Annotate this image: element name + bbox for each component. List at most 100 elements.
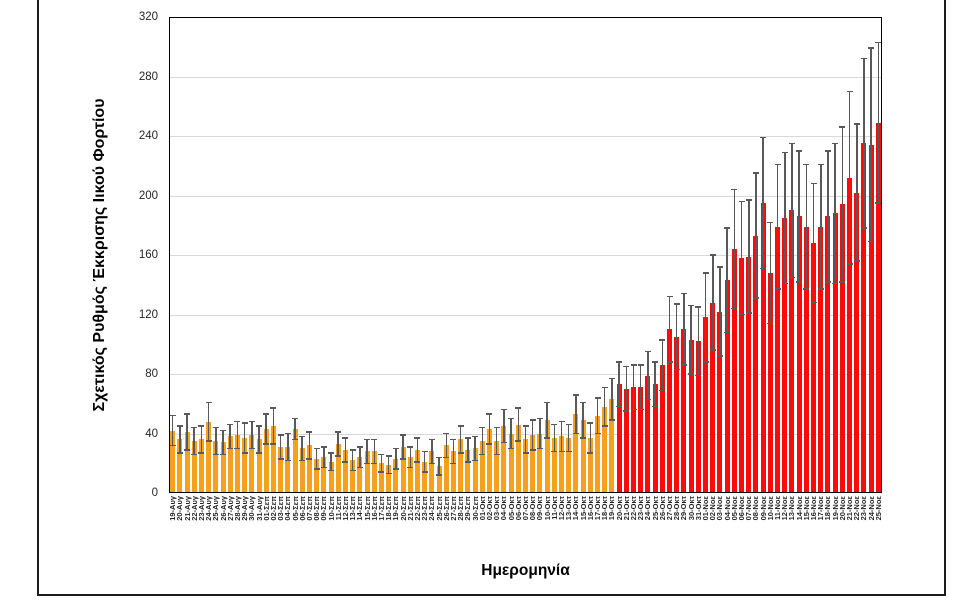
bar	[847, 177, 853, 493]
error-bar-cap	[508, 417, 515, 420]
error-bar-cap	[853, 260, 860, 262]
error-bar-cap	[702, 272, 709, 274]
bar	[753, 235, 759, 493]
bar	[789, 210, 795, 493]
bar	[206, 421, 212, 493]
error-bar-line	[856, 124, 858, 261]
error-bar-cap	[860, 227, 867, 229]
error-bar-line	[755, 173, 757, 299]
error-bar-line	[215, 427, 217, 455]
error-bar-cap	[587, 422, 594, 424]
error-bar-cap	[436, 456, 443, 459]
error-bar-cap	[608, 377, 615, 380]
bar	[710, 302, 716, 493]
error-bar-line	[683, 293, 685, 366]
bar	[609, 399, 615, 493]
error-bar-cap	[673, 368, 680, 371]
y-tick-label: 120	[138, 308, 158, 321]
bar	[638, 387, 644, 493]
error-bar-cap	[450, 438, 457, 441]
bar	[328, 461, 334, 493]
bar	[314, 458, 320, 493]
error-bar-cap	[796, 281, 803, 283]
error-bar-cap	[349, 449, 356, 451]
error-bar-cap	[500, 441, 507, 444]
bar	[602, 406, 608, 493]
bar	[177, 439, 183, 493]
error-bar-cap	[767, 322, 774, 325]
bar	[306, 445, 312, 493]
error-bar-cap	[745, 199, 752, 201]
bar	[292, 429, 298, 493]
error-bar-cap	[637, 364, 644, 366]
error-bar-cap	[263, 443, 270, 445]
error-bar-cap	[450, 462, 457, 464]
error-bar-line	[769, 222, 772, 324]
error-bar-cap	[536, 447, 543, 450]
bar	[191, 440, 197, 493]
error-bar-cap	[349, 469, 356, 472]
error-bar-cap	[860, 57, 867, 60]
error-bar-line	[330, 452, 332, 471]
error-bar-cap	[184, 449, 190, 451]
gridline	[169, 76, 882, 78]
error-bar-line	[625, 366, 628, 412]
error-bar-line	[748, 199, 750, 313]
gridline	[169, 136, 882, 137]
y-tick-label: 0	[151, 487, 158, 499]
bar	[559, 436, 564, 493]
error-bar-cap	[594, 397, 601, 399]
error-bar-cap	[608, 419, 615, 421]
bar	[760, 202, 766, 493]
error-bar-cap	[436, 474, 443, 476]
bar	[170, 430, 176, 493]
bar	[458, 439, 464, 493]
error-bar-line	[258, 426, 260, 453]
error-bar-line	[603, 387, 606, 427]
error-bar-cap	[709, 254, 716, 256]
bar	[523, 439, 528, 493]
bar	[839, 204, 845, 493]
error-bar-line	[639, 365, 642, 410]
error-bar-line	[560, 421, 563, 452]
error-bar-line	[279, 434, 282, 459]
bar	[782, 217, 788, 493]
error-bar-cap	[378, 471, 385, 473]
error-bar-cap	[558, 450, 565, 453]
bar	[530, 435, 536, 493]
bar	[407, 457, 413, 493]
error-bar-cap	[731, 307, 738, 310]
error-bar-line	[863, 58, 865, 229]
bar	[242, 437, 248, 493]
error-bar-line	[251, 421, 253, 449]
bar	[515, 424, 521, 493]
error-bar-line	[834, 143, 836, 284]
error-bar-cap	[234, 447, 241, 450]
bar	[652, 384, 658, 493]
error-bar-cap	[169, 444, 176, 447]
error-bar-line	[762, 137, 764, 269]
error-bar-line	[632, 365, 635, 410]
error-bar-cap	[774, 288, 781, 290]
error-bar-cap	[724, 227, 731, 229]
bar	[220, 442, 226, 493]
error-bar-cap	[529, 449, 536, 451]
error-bar-cap	[198, 425, 205, 427]
error-bar-cap	[191, 453, 198, 456]
error-bar-cap	[306, 431, 313, 433]
error-bar-cap	[839, 126, 846, 128]
bar	[393, 458, 399, 493]
error-bar-cap	[392, 447, 399, 450]
bar	[868, 144, 874, 493]
bar	[566, 437, 572, 493]
error-bar-cap	[472, 459, 479, 462]
bar	[335, 443, 341, 493]
error-bar-cap	[335, 455, 342, 457]
error-bar-cap	[853, 123, 860, 125]
error-bar-cap	[220, 429, 226, 432]
error-bar-cap	[472, 435, 479, 438]
bar	[350, 460, 356, 493]
error-bar-line	[517, 408, 520, 441]
bar	[739, 257, 745, 493]
error-bar-cap	[760, 136, 767, 139]
